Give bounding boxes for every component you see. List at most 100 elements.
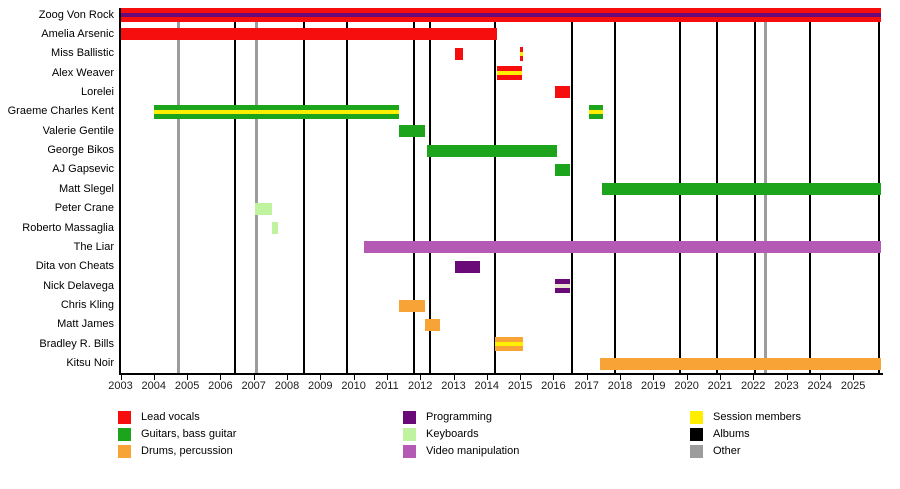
- member-label: Amelia Arsenic: [41, 27, 114, 40]
- year-tick-label: 2009: [308, 379, 333, 392]
- member-bar: [426, 144, 557, 157]
- member-bar-stripe: [520, 51, 524, 56]
- legend-label: Session members: [713, 411, 802, 423]
- legend-label: Guitars, bass guitar: [141, 428, 237, 440]
- member-label: Chris Kling: [60, 299, 114, 312]
- album-line: [345, 8, 348, 373]
- year-tick-label: 2023: [774, 379, 799, 392]
- year-tick-label: 2018: [607, 379, 633, 392]
- member-label: Zoog Von Rock: [38, 8, 114, 21]
- member-label: Alex Weaver: [51, 66, 114, 79]
- year-tick: [786, 374, 788, 380]
- member-label: Miss Ballistic: [51, 47, 114, 60]
- year-tick-label: 2010: [341, 379, 366, 392]
- member-bar: [496, 66, 522, 81]
- member-bar: [120, 8, 882, 22]
- year-tick: [153, 374, 155, 380]
- member-label: Lorelei: [80, 85, 114, 98]
- year-tick: [753, 374, 755, 380]
- member-label: AJ Gapsevic: [52, 163, 114, 176]
- member-bar: [601, 183, 882, 196]
- year-tick: [287, 374, 288, 380]
- legend-label: Albums: [713, 428, 750, 440]
- year-tick-label: 2012: [407, 379, 433, 392]
- album-line: [570, 8, 573, 373]
- member-bar-stripe: [555, 284, 571, 289]
- member-bar: [398, 299, 426, 312]
- year-tick: [719, 374, 721, 380]
- legend-label: Keyboards: [426, 428, 479, 440]
- member-bar: [153, 104, 399, 119]
- year-tick: [486, 374, 488, 380]
- member-label: Dita von Cheats: [35, 260, 114, 273]
- member-bar-stripe: [153, 109, 399, 114]
- year-tick: [386, 374, 388, 380]
- member-bar: [600, 357, 882, 370]
- member-bar: [555, 163, 571, 176]
- year-tick-label: 2024: [807, 379, 833, 392]
- year-tick: [586, 374, 588, 380]
- legend-swatch-albums: [690, 428, 703, 441]
- member-bar-stripe: [120, 13, 882, 17]
- member-label: Bradley R. Bills: [39, 337, 114, 350]
- member-bar: [589, 104, 604, 119]
- year-tick-label: 2007: [241, 379, 266, 392]
- year-tick-label: 2022: [740, 379, 766, 392]
- member-bar: [272, 222, 278, 235]
- legend-swatch-lead-vocals: [118, 411, 131, 424]
- year-tick-label: 2008: [274, 379, 300, 392]
- year-tick-label: 2006: [208, 379, 233, 392]
- album-line: [429, 8, 432, 373]
- legend-swatch-guitars: [118, 428, 131, 441]
- year-tick-label: 2014: [474, 379, 500, 392]
- year-tick-label: 2015: [507, 379, 533, 392]
- member-bar: [425, 318, 441, 331]
- member-bar-stripe: [496, 71, 522, 76]
- year-tick: [819, 374, 821, 380]
- year-tick: [520, 374, 522, 380]
- legend-swatch-other: [690, 445, 703, 458]
- legend-label: Other: [713, 445, 741, 457]
- member-label: Peter Crane: [54, 202, 114, 215]
- year-tick: [353, 374, 355, 380]
- legend-swatch-keyboards: [403, 428, 416, 441]
- other-event-line: [176, 8, 180, 373]
- member-bar-stripe: [495, 342, 524, 347]
- album-line: [234, 8, 237, 373]
- member-bar: [520, 46, 524, 61]
- year-tick: [120, 374, 122, 380]
- year-tick-label: 2021: [707, 379, 733, 392]
- member-bar: [120, 28, 497, 41]
- year-tick: [686, 374, 688, 380]
- member-label: Graeme Charles Kent: [7, 105, 114, 118]
- year-tick: [653, 374, 655, 380]
- member-bar: [555, 86, 571, 99]
- album-line: [494, 8, 497, 373]
- other-event-line: [254, 8, 258, 373]
- member-label: The Liar: [73, 240, 114, 253]
- member-bar: [398, 125, 426, 138]
- year-tick-label: 2019: [641, 379, 666, 392]
- member-bar: [495, 337, 524, 352]
- legend-swatch-drums: [118, 445, 131, 458]
- year-tick-label: 2017: [574, 379, 599, 392]
- year-tick-label: 2016: [541, 379, 566, 392]
- year-tick: [853, 374, 855, 380]
- year-tick: [187, 374, 189, 380]
- member-bar: [255, 202, 272, 215]
- year-tick-label: 2004: [141, 379, 167, 392]
- member-bar: [555, 279, 571, 294]
- album-line: [302, 8, 305, 373]
- year-tick: [320, 374, 322, 380]
- legend-swatch-video: [403, 445, 416, 458]
- legend-swatch-programming: [403, 411, 416, 424]
- x-axis-line: [119, 372, 883, 375]
- member-label: George Bikos: [47, 144, 114, 157]
- member-bar-stripe: [589, 109, 604, 114]
- member-bar: [455, 260, 481, 273]
- year-tick: [220, 374, 222, 380]
- member-label: Roberto Massaglia: [22, 221, 114, 234]
- legend-swatch-session: [690, 411, 703, 424]
- legend-label: Programming: [426, 411, 493, 423]
